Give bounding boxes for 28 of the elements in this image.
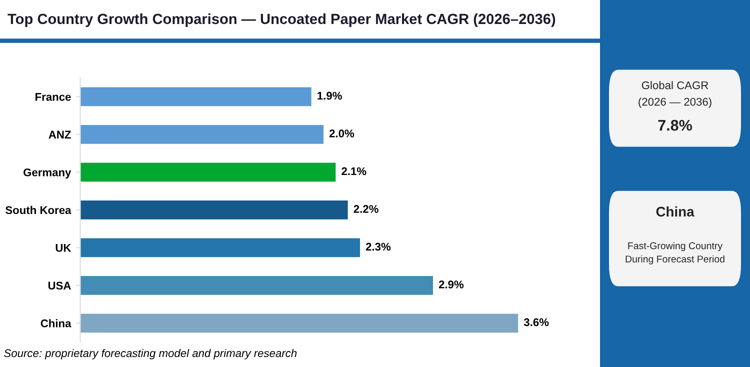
y-tick-label: UK (56, 244, 72, 252)
data-label: 2.3% (366, 242, 391, 251)
bar (80, 162, 336, 182)
text: 7.8% (658, 120, 692, 131)
text: Fast-Growing Country During Forecast Period (626, 242, 724, 264)
bar (80, 124, 324, 144)
source-note: Source: proprietary forecasting model and primary research (4, 348, 297, 360)
data-label: 2.2% (354, 205, 378, 213)
data-label: 3.6% (524, 318, 549, 326)
y-tick-label: China (40, 319, 72, 328)
y-tick-label: ANZ (48, 130, 71, 138)
bar (80, 314, 518, 333)
chart-title: Top Country Growth Comparison — Uncoated Paper Market CAGR (2026–2036) (8, 13, 556, 27)
text: Global CAGR (642, 81, 708, 90)
data-label: 2.0% (329, 130, 354, 138)
bar (80, 276, 433, 295)
bar (80, 87, 312, 106)
data-label: 2.1% (342, 167, 366, 176)
text: (2026 — 2036) (638, 98, 712, 108)
y-tick-label: Germany (24, 168, 72, 179)
data-label: 2.9% (438, 280, 464, 288)
data-label: 1.9% (318, 92, 342, 100)
y-tick-label: USA (48, 282, 71, 290)
y-tick-label: France (36, 93, 71, 101)
bar (80, 238, 360, 258)
bar (80, 200, 348, 220)
y-tick-label: South Korea (5, 206, 72, 214)
text: China (656, 206, 694, 217)
